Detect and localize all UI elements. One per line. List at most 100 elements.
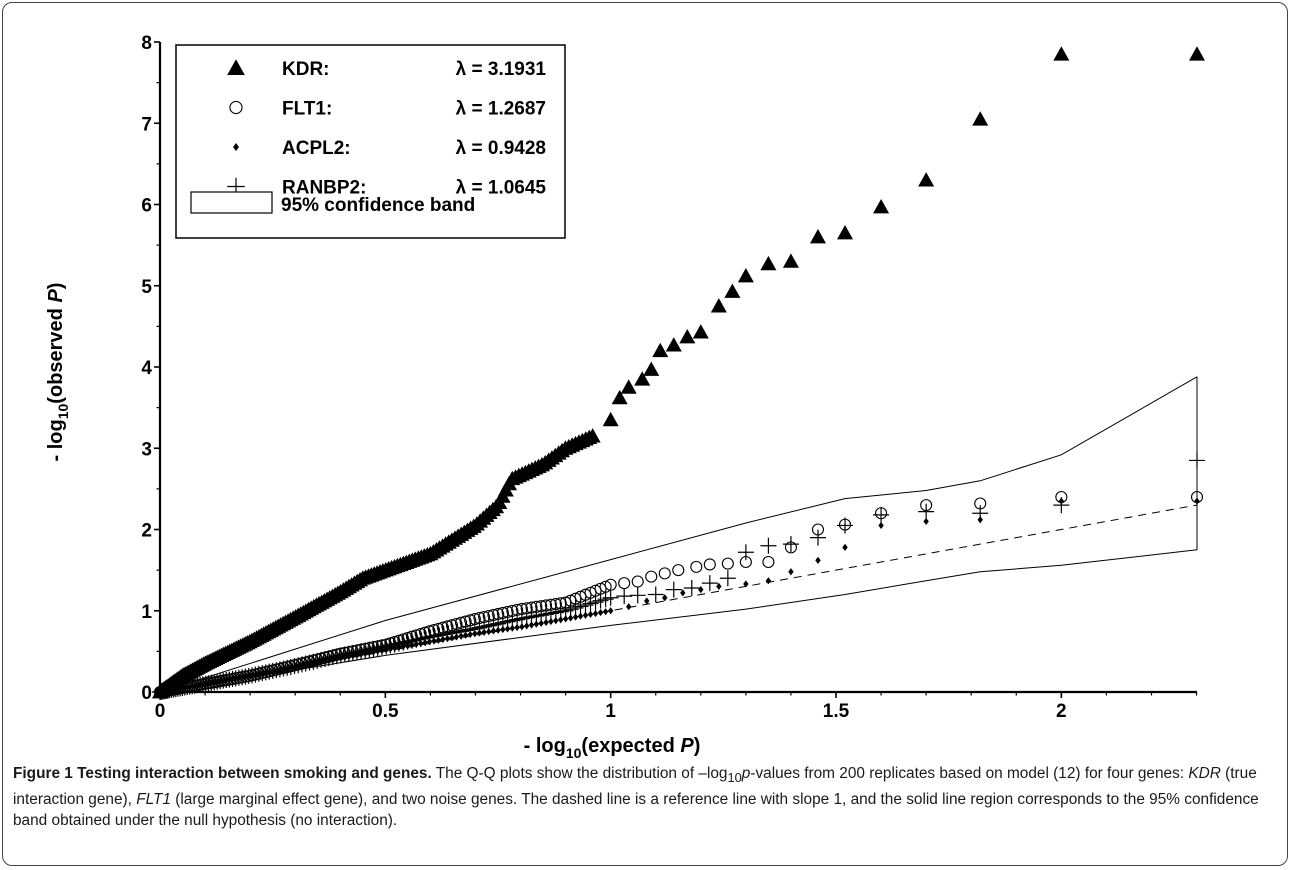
data-point	[480, 617, 497, 634]
data-point	[572, 598, 589, 615]
x-tick-label: 1	[605, 701, 616, 722]
data-points	[152, 46, 1205, 700]
data-point	[683, 580, 700, 596]
data-point	[523, 622, 530, 630]
data-point	[782, 253, 799, 268]
y-tick-label: 7	[141, 114, 152, 135]
data-point	[809, 529, 826, 546]
data-point	[453, 623, 470, 640]
data-point	[602, 411, 619, 427]
data-point	[809, 229, 826, 244]
data-point	[719, 570, 736, 587]
y-tick-label: 4	[141, 358, 152, 379]
data-point	[271, 661, 288, 678]
data-point	[582, 611, 589, 619]
data-point	[645, 570, 658, 583]
x-tick-label: 1.5	[823, 701, 850, 722]
data-point	[647, 586, 664, 603]
data-point	[679, 328, 696, 344]
y-tick-label: 6	[141, 196, 152, 217]
series-ranbp2	[152, 452, 1205, 700]
data-point	[257, 664, 274, 681]
data-point	[485, 616, 502, 633]
data-point	[247, 666, 264, 683]
data-point	[592, 609, 599, 618]
legend-marker	[227, 59, 245, 76]
data-point	[692, 324, 709, 339]
data-point	[737, 544, 754, 561]
data-point	[369, 640, 386, 657]
data-point	[332, 647, 349, 664]
data-point	[533, 620, 540, 628]
data-point	[373, 639, 390, 656]
data-point	[538, 619, 544, 627]
data-point	[710, 298, 727, 313]
data-point	[357, 642, 374, 659]
data-point	[782, 536, 799, 553]
data-point	[293, 656, 310, 673]
data-point	[275, 660, 292, 677]
data-point	[658, 567, 671, 580]
data-point	[348, 644, 365, 661]
data-point	[386, 636, 403, 653]
data-point	[716, 582, 722, 590]
data-point	[837, 517, 854, 534]
data-point	[618, 577, 631, 590]
data-point	[282, 658, 299, 675]
data-point	[665, 337, 682, 352]
data-point	[643, 361, 660, 376]
data-point	[425, 628, 442, 645]
data-point	[279, 659, 296, 676]
data-point	[631, 575, 644, 588]
data-point	[390, 635, 407, 652]
legend-lambda: λ = 1.0645	[456, 178, 547, 199]
data-point	[672, 564, 685, 577]
data-point	[662, 594, 668, 602]
legend-lambda: λ = 0.9428	[456, 138, 546, 159]
data-point	[572, 613, 579, 621]
data-point	[448, 624, 465, 641]
data-point	[353, 643, 370, 660]
data-point	[587, 610, 594, 618]
data-point	[408, 631, 425, 648]
data-point	[690, 560, 703, 573]
data-point	[634, 371, 651, 386]
data-point	[430, 627, 447, 644]
data-point	[918, 172, 935, 187]
data-point	[476, 618, 493, 635]
data-point	[1189, 46, 1205, 61]
data-point	[462, 621, 479, 638]
legend-marker	[229, 100, 243, 115]
data-point	[313, 651, 330, 668]
data-point	[626, 603, 632, 611]
data-point	[737, 268, 754, 283]
data-point	[698, 586, 704, 594]
data-point	[837, 224, 854, 240]
y-tick-label: 5	[141, 277, 152, 298]
x-tick-label: 0	[155, 701, 166, 722]
legend: KDR: λ = 3.1931 FLT1: λ = 1.2687 ACPL2: λ = 0…	[175, 44, 566, 239]
data-point	[519, 623, 525, 631]
data-point	[543, 618, 549, 627]
data-point	[562, 615, 569, 623]
data-point	[644, 597, 650, 605]
data-point	[240, 668, 257, 685]
data-point	[434, 626, 451, 643]
data-point	[567, 614, 574, 622]
data-point	[421, 628, 438, 645]
confidence-band	[159, 376, 1198, 693]
data-point	[611, 389, 628, 405]
legend-marker	[233, 143, 239, 151]
data-point	[721, 557, 734, 570]
data-point	[788, 568, 794, 576]
data-point	[1053, 46, 1070, 61]
data-point	[320, 650, 337, 667]
x-tick-label: 2	[1056, 701, 1067, 722]
y-tick-label: 2	[141, 521, 152, 542]
data-point	[439, 625, 456, 642]
series-flt1	[153, 490, 1204, 699]
y-tick-label: 0	[141, 683, 152, 704]
data-point	[490, 615, 507, 632]
data-point	[494, 614, 511, 631]
data-point	[597, 608, 604, 617]
